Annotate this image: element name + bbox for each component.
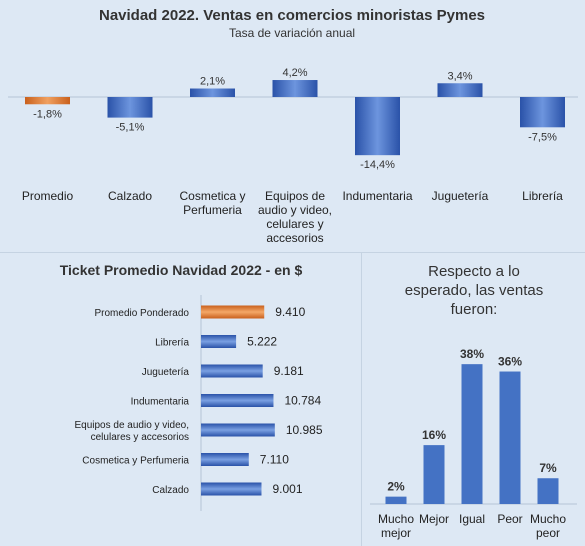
- chart2-data-label: 9.001: [272, 482, 302, 496]
- chart2-data-label: 10.985: [286, 423, 323, 437]
- chart1-bar: [355, 97, 400, 156]
- divider-vertical: [361, 253, 362, 546]
- chart1-data-label: 4,2%: [282, 67, 307, 79]
- chart3-bar: [537, 478, 559, 504]
- chart1-bar: [437, 83, 483, 97]
- ticket-chart-panel: Ticket Promedio Navidad 2022 - en $ 9.410…: [0, 253, 361, 546]
- chart1-category-label: Indumentaria: [342, 189, 413, 203]
- chart2-category-label: Indumentaria: [131, 397, 190, 408]
- chart3-bar: [499, 371, 521, 504]
- chart3-category-label: Mucho peor: [530, 512, 566, 540]
- chart1-subtitle: Tasa de variación anual: [229, 26, 355, 40]
- chart3-data-label: 16%: [422, 428, 446, 442]
- chart3-category-label: Igual: [459, 512, 485, 526]
- chart2-data-label: 9.181: [274, 364, 304, 378]
- variation-chart-panel: Navidad 2022. Ventas en comercios minori…: [0, 0, 585, 252]
- chart2-bar: [201, 482, 262, 496]
- chart3-category-label: Mejor: [419, 512, 449, 526]
- chart1-title: Navidad 2022. Ventas en comercios minori…: [99, 7, 485, 24]
- chart3-data-label: 2%: [387, 480, 405, 494]
- chart2-bar: [201, 453, 249, 466]
- chart1-bar: [272, 80, 318, 97]
- chart2-data-label: 7.110: [260, 453, 289, 467]
- chart1-bar: [107, 97, 153, 118]
- chart1-data-label: -1,8%: [33, 108, 62, 120]
- chart3-category-label: Peor: [497, 512, 522, 526]
- variation-chart: Navidad 2022. Ventas en comercios minori…: [8, 7, 578, 171]
- chart3-bar: [385, 496, 407, 504]
- chart2-data-label: 5.222: [247, 335, 277, 349]
- chart2-bar: [201, 394, 274, 407]
- chart1-data-label: 3,4%: [447, 70, 472, 82]
- expectation-chart: Respecto a lo esperado, las ventas fueron:…: [370, 263, 577, 540]
- chart3-data-label: 36%: [498, 355, 522, 369]
- chart3-bar: [423, 445, 445, 504]
- chart2-bar: [201, 364, 263, 378]
- chart3-category-label: Mucho mejor: [378, 512, 414, 540]
- chart3-bar: [461, 364, 483, 504]
- chart1-category-label: Calzado: [107, 189, 153, 203]
- chart3-title: Respecto a lo esperado, las ventas fueron:: [405, 263, 543, 318]
- chart3-data-label: 38%: [460, 347, 484, 361]
- chart2-category-label: Librería: [155, 338, 189, 349]
- expectation-chart-panel: Respecto a lo esperado, las ventas fueron:…: [362, 253, 585, 546]
- chart1-bar: [25, 97, 70, 105]
- chart3-data-label: 7%: [539, 461, 557, 475]
- chart1-bar: [190, 88, 235, 97]
- chart1-data-label: -5,1%: [116, 122, 145, 134]
- chart1-data-label: -14,4%: [360, 159, 395, 171]
- chart2-title: Ticket Promedio Navidad 2022 - en $: [60, 262, 303, 278]
- chart1-category-label: Promedio: [21, 189, 74, 203]
- chart2-bar: [201, 305, 265, 319]
- chart2-data-label: 10.784: [284, 394, 321, 408]
- chart2-category-label: Cosmetica y Perfumeria: [82, 456, 189, 467]
- chart1-category-label: Equipos de audio y video, celulares y ac…: [257, 189, 333, 245]
- chart2-bar: [201, 335, 237, 348]
- chart1-bar: [520, 97, 565, 128]
- chart2-data-label: 9.410: [275, 305, 305, 319]
- chart1-data-label: 2,1%: [200, 76, 225, 88]
- chart1-category-label: Juguetería: [431, 189, 489, 203]
- chart2-category-label: Juguetería: [142, 367, 190, 378]
- divider-horizontal: [0, 252, 585, 253]
- ticket-chart: Ticket Promedio Navidad 2022 - en $ 9.410…: [60, 262, 323, 511]
- chart2-category-label: Promedio Ponderado: [94, 308, 189, 319]
- chart2-bar: [201, 423, 275, 437]
- chart1-category-label: Librería: [522, 189, 563, 203]
- chart2-category-label: Equipos de audio y video, celulares y acc…: [74, 420, 189, 443]
- chart2-category-label: Calzado: [152, 485, 189, 496]
- chart1-data-label: -7,5%: [528, 131, 557, 143]
- chart1-category-label: Cosmetica y Perfumeria: [179, 189, 246, 217]
